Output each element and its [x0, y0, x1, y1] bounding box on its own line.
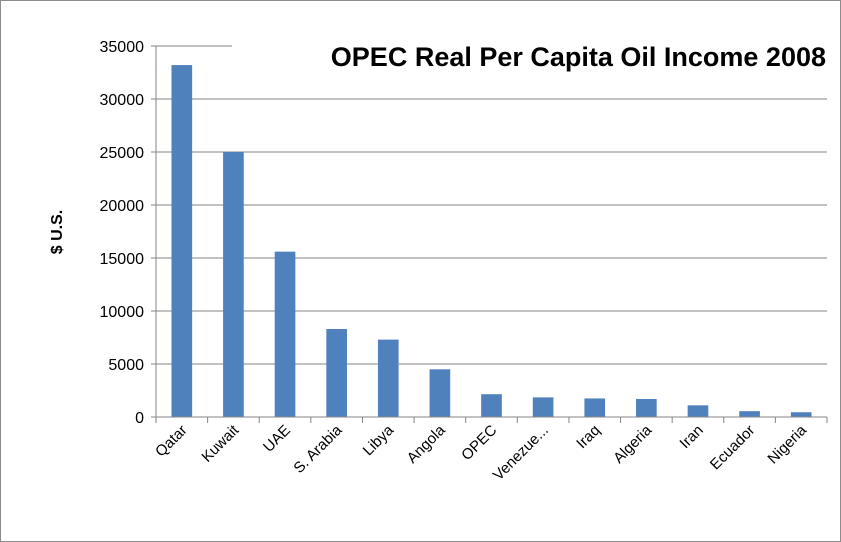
y-tick-label: 30000 [100, 92, 145, 109]
bar-opec [481, 394, 502, 417]
bars [171, 65, 812, 417]
y-tick-label: 20000 [100, 198, 145, 215]
x-category-label: Angola [404, 421, 450, 467]
y-tick-label: 5000 [108, 357, 144, 374]
x-category-label: S. Arabia [290, 421, 346, 477]
y-tick-label: 35000 [100, 39, 145, 56]
bar-angola [429, 369, 451, 417]
x-category-label: Venezue... [490, 422, 552, 484]
bar-kuwait [223, 152, 244, 417]
y-tick-label: 25000 [100, 145, 145, 162]
y-tick-label: 10000 [100, 304, 145, 321]
y-tick-label: 0 [135, 410, 144, 427]
bar-ecuador [739, 411, 760, 417]
x-category-label: Kuwait [198, 421, 242, 465]
x-category-label: Ecuador [707, 422, 759, 474]
axes [155, 46, 828, 423]
x-category-label: Nigeria [764, 421, 810, 467]
x-category-label: Algeria [610, 421, 656, 467]
bar-libya [377, 339, 399, 417]
chart-title-background [232, 38, 830, 74]
bar-iran [687, 405, 709, 417]
y-axis-title: $ U.S. [49, 210, 66, 254]
x-category-label: Iraq [573, 422, 603, 452]
bar-nigeria [790, 412, 812, 417]
bar-venezue [532, 397, 554, 417]
bar-algeria [636, 398, 657, 417]
y-tick-label: 15000 [100, 251, 145, 268]
bar-s-arabia [326, 329, 347, 417]
x-category-label: Iran [676, 422, 706, 452]
x-category-label: UAE [260, 422, 294, 456]
chart-title: OPEC Real Per Capita Oil Income 2008 [331, 42, 826, 72]
y-tick-labels: 0 5000 10000 15000 20000 25000 30000 35000 [100, 39, 145, 427]
gridlines [151, 45, 827, 418]
x-category-label: Libya [360, 421, 398, 459]
bar-iraq [584, 398, 606, 417]
x-category-label: Qatar [152, 422, 191, 461]
bar-qatar [171, 65, 193, 417]
bar-uae [274, 251, 296, 417]
x-category-label: OPEC [458, 422, 500, 464]
